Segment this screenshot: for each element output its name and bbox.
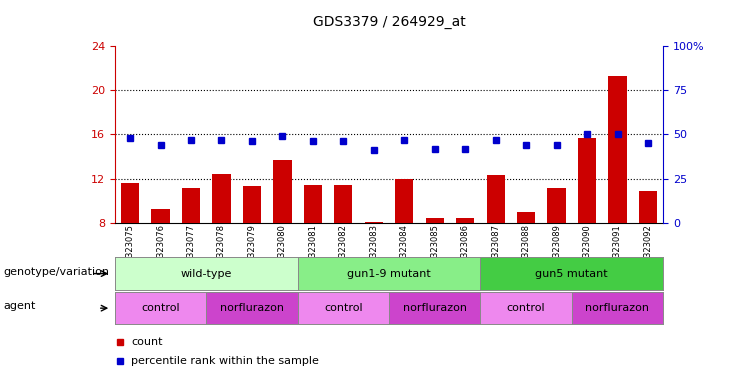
Text: agent: agent [4,301,36,311]
Text: GDS3379 / 264929_at: GDS3379 / 264929_at [313,15,465,29]
Bar [608,76,627,223]
Text: genotype/variation: genotype/variation [4,266,110,277]
Bar [487,175,505,223]
Text: norflurazon: norflurazon [585,303,650,313]
Text: control: control [142,303,180,313]
Text: control: control [324,303,362,313]
Text: norflurazon: norflurazon [220,303,284,313]
Text: norflurazon: norflurazon [402,303,467,313]
Text: control: control [507,303,545,313]
Bar [151,210,170,223]
Text: percentile rank within the sample: percentile rank within the sample [131,356,319,366]
Text: gun1-9 mutant: gun1-9 mutant [347,268,431,279]
Bar [304,185,322,223]
Text: wild-type: wild-type [181,268,232,279]
Bar [334,185,353,223]
Bar [517,212,535,223]
Text: gun5 mutant: gun5 mutant [536,268,608,279]
Bar [243,186,261,223]
Bar [548,189,565,223]
Bar [578,138,597,223]
Bar [213,174,230,223]
Bar [425,218,444,223]
Bar [456,218,474,223]
Bar [273,160,291,223]
Text: count: count [131,337,163,347]
Bar [182,189,200,223]
Bar [365,222,383,223]
Bar [121,183,139,223]
Bar [639,191,657,223]
Bar [395,179,413,223]
